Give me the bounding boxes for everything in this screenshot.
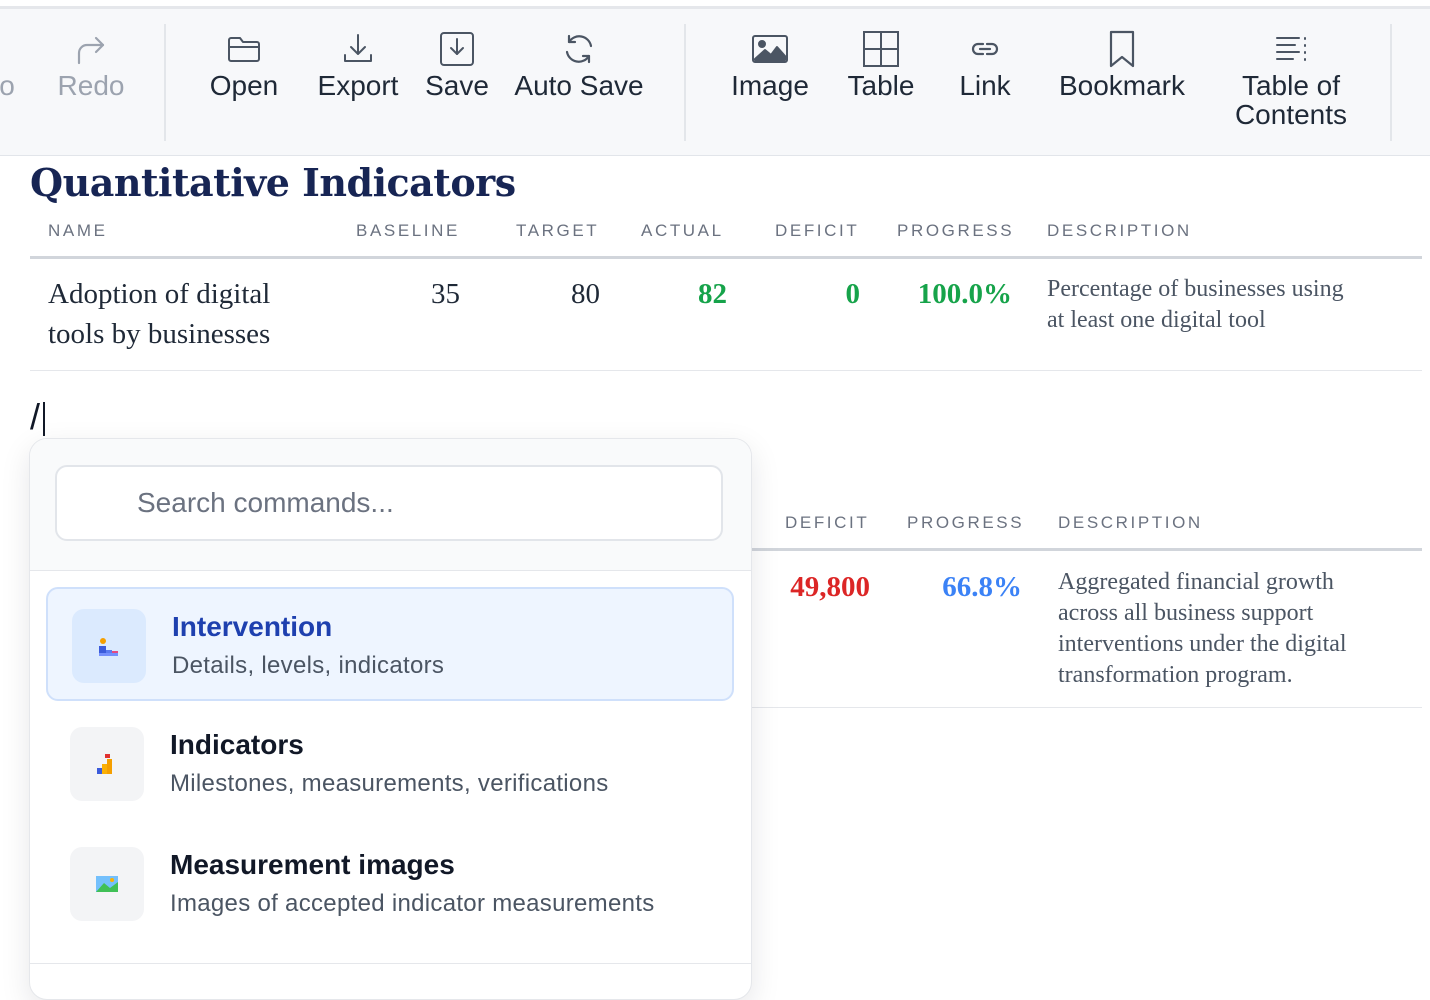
col-header-actual: ACTUAL (641, 221, 724, 240)
table-button[interactable]: Table (838, 9, 924, 149)
slash-command-menu: Intervention Details, levels, indicators… (29, 438, 752, 1000)
indicator-name-line2: tools by businesses (48, 318, 271, 350)
redo-label: Redo (57, 70, 125, 101)
command-search-area (30, 439, 751, 571)
image-icon (750, 29, 790, 69)
table-of-contents-icon (1271, 29, 1311, 69)
command-item-subtitle: Milestones, measurements, verifications (170, 770, 609, 797)
link-button[interactable]: Link (948, 9, 1022, 149)
description-line1: Aggregated financial growth (1058, 569, 1334, 595)
download-icon (338, 29, 378, 69)
col-header-baseline: BASELINE (356, 221, 460, 240)
progress-value: 66.8% (942, 571, 1022, 603)
col-header-progress: PROGRESS (897, 221, 1015, 240)
deficit-value: 49,800 (790, 571, 870, 603)
command-item-subtitle: Details, levels, indicators (172, 652, 445, 679)
description-line3: interventions under the digital (1058, 631, 1347, 657)
indicators-icon (70, 727, 144, 801)
toolbar-separator (684, 24, 686, 141)
auto-save-label: Auto Save (514, 70, 644, 101)
export-button[interactable]: Export (308, 9, 408, 149)
table-header-divider (740, 548, 1422, 551)
command-item-measurement-images[interactable]: Measurement images Images of accepted in… (46, 827, 734, 941)
bookmark-icon (1102, 29, 1142, 69)
command-item-subtitle: Images of accepted indicator measurement… (170, 890, 655, 917)
progress-value: 100.0% (917, 278, 1012, 310)
col-header-progress: PROGRESS (907, 513, 1025, 532)
actual-value: 82 (698, 278, 727, 310)
menu-divider (30, 963, 751, 964)
undo-label: o (0, 70, 15, 101)
indicator-name: Adoption of digital tools by businesses (48, 274, 270, 354)
toc-label-line2: Contents (1234, 99, 1348, 130)
row-divider (30, 370, 1422, 371)
toolbar-separator (164, 24, 166, 141)
intervention-icon (72, 609, 146, 683)
save-label: Save (425, 70, 489, 101)
table-header-divider (30, 256, 1422, 259)
command-item-title: Measurement images (170, 849, 455, 880)
top-border (0, 6, 1430, 9)
section-title: Quantitative Indicators (30, 160, 516, 205)
col-header-deficit: DEFICIT (775, 221, 860, 240)
open-button[interactable]: Open (200, 9, 288, 149)
undo-button[interactable]: o (0, 9, 22, 149)
target-value: 80 (571, 278, 600, 310)
indicator-name-line1: Adoption of digital (48, 278, 271, 310)
text-cursor (43, 402, 45, 436)
deficit-value: 0 (845, 278, 861, 310)
table-of-contents-button[interactable]: Table of Contents (1222, 9, 1360, 149)
description-line2: at least one digital tool (1047, 307, 1266, 333)
command-search-input[interactable] (55, 465, 723, 541)
toc-label-line1: Table of (1241, 70, 1341, 101)
baseline-value: 35 (431, 278, 460, 310)
col-header-name: NAME (48, 221, 108, 240)
slash-command-text[interactable]: / (30, 396, 41, 437)
link-label: Link (959, 70, 1011, 101)
col-header-description: DESCRIPTION (1058, 513, 1203, 532)
open-label: Open (209, 70, 279, 101)
refresh-icon (559, 29, 599, 69)
description-line4: transformation program. (1058, 662, 1293, 688)
table-label: Table (847, 70, 915, 101)
table-of-contents-label: Table of Contents (1222, 71, 1360, 129)
folder-open-icon (224, 29, 264, 69)
description-line1: Percentage of businesses using (1047, 276, 1344, 302)
redo-button[interactable]: Redo (50, 9, 132, 149)
description-line2: across all business support (1058, 600, 1314, 626)
export-label: Export (317, 70, 399, 101)
save-icon (437, 29, 477, 69)
save-button[interactable]: Save (420, 9, 494, 149)
editor-toolbar: o Redo Open Export (0, 9, 1430, 156)
description-text: Aggregated financial growth across all b… (1058, 567, 1424, 691)
command-item-indicators[interactable]: Indicators Milestones, measurements, ver… (46, 707, 734, 821)
command-item-title: Indicators (170, 729, 304, 760)
image-label: Image (731, 70, 809, 101)
link-icon (965, 29, 1005, 69)
bookmark-button[interactable]: Bookmark (1050, 9, 1194, 149)
image-button[interactable]: Image (722, 9, 818, 149)
auto-save-button[interactable]: Auto Save (508, 9, 650, 149)
command-item-title: Intervention (172, 611, 333, 642)
command-item-intervention[interactable]: Intervention Details, levels, indicators (46, 587, 734, 701)
col-header-deficit: DEFICIT (785, 513, 870, 532)
bookmark-label: Bookmark (1058, 70, 1186, 101)
table-icon (861, 29, 901, 69)
col-header-target: TARGET (516, 221, 600, 240)
redo-icon (71, 29, 111, 69)
col-header-description: DESCRIPTION (1047, 221, 1192, 240)
row-divider (740, 707, 1422, 708)
toolbar-separator (1390, 24, 1392, 141)
description-text: Percentage of businesses using at least … (1047, 274, 1417, 336)
measurement-images-icon (70, 847, 144, 921)
